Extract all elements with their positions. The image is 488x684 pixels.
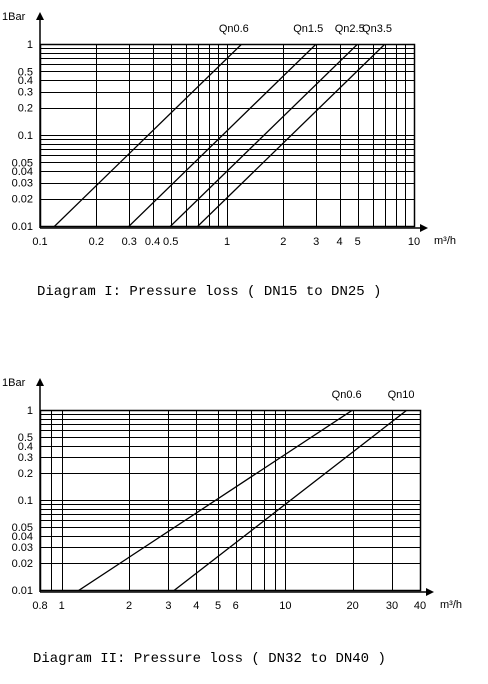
x-tick-label: 1	[224, 236, 230, 248]
y-tick-label: 0.02	[12, 194, 33, 206]
x-tick-label: 5	[355, 236, 361, 248]
chart-1: 1Barm³/h10.50.40.30.20.10.050.040.030.02…	[2, 11, 456, 248]
y-tick-label: 0.1	[18, 130, 33, 142]
y-tick-label: 1	[27, 39, 33, 51]
x-tick-label: 0.2	[89, 236, 104, 248]
x-tick-label: 40	[414, 600, 426, 612]
x-tick-label: 3	[313, 236, 319, 248]
y-tick-label: 0.2	[18, 468, 33, 480]
diagram-2-caption: Diagram II: Pressure loss ( DN32 to DN40…	[33, 651, 386, 667]
x-tick-label: 1	[59, 600, 65, 612]
series-label: Qn10	[388, 389, 415, 401]
y-tick-label: 0.01	[12, 585, 33, 597]
x-tick-label: 10	[408, 236, 420, 248]
grid	[40, 410, 421, 591]
y-tick-label: 0.2	[18, 103, 33, 115]
y-tick-label: 0.03	[12, 178, 33, 190]
y-tick-label: 0.4	[18, 75, 33, 87]
x-tick-label: 20	[347, 600, 359, 612]
x-tick-label: 10	[279, 600, 291, 612]
y-tick-label: 0.5	[18, 66, 33, 78]
x-axis-arrow	[420, 224, 428, 232]
x-axis-unit: m³/h	[440, 599, 462, 611]
x-axis-unit: m³/h	[434, 235, 456, 247]
series-line	[173, 410, 409, 590]
series-label: Qn0.6	[219, 23, 249, 35]
x-tick-label: 0.4	[145, 236, 160, 248]
series-line	[197, 44, 386, 226]
y-tick-label: 0.05	[12, 157, 33, 169]
series-label: Qn2.5	[335, 23, 365, 35]
x-tick-label: 0.8	[32, 600, 47, 612]
series-label: Qn0.6	[332, 389, 362, 401]
x-tick-label: 2	[280, 236, 286, 248]
y-tick-label: 0.5	[18, 432, 33, 444]
series-lines	[53, 44, 386, 226]
y-axis-arrow	[36, 12, 44, 20]
y-tick-label: 0.1	[18, 495, 33, 507]
x-axis-arrow	[426, 588, 434, 596]
x-tick-label: 5	[215, 600, 221, 612]
chart-2: 1Bar m³/h 1 0.50.40.3 0.2 0.1 0.050.040.03 0.02…	[2, 377, 462, 612]
y-axis-arrow	[36, 378, 44, 386]
diagram-1-caption: Diagram I: Pressure loss ( DN15 to DN25 …	[37, 284, 382, 300]
y-tick-label: 0.03	[12, 542, 33, 554]
y-axis-title: 1Bar	[2, 377, 26, 389]
grid	[40, 44, 415, 227]
x-tick-label: 30	[386, 600, 398, 612]
series-line	[169, 44, 359, 226]
x-tick-label: 0.1	[32, 236, 47, 248]
x-tick-label: 4	[337, 236, 343, 248]
y-tick-label: 0.3	[18, 87, 33, 99]
y-tick-label: 0.4	[18, 441, 33, 453]
series-line	[53, 44, 243, 226]
series-lines	[78, 410, 409, 590]
series-label: Qn1.5	[293, 23, 323, 35]
y-tick-label: 1	[27, 405, 33, 417]
y-tick-label: 0.05	[12, 522, 33, 534]
x-tick-label: 4	[193, 600, 199, 612]
x-tick-label: 0.5	[163, 236, 178, 248]
x-tick-label: 2	[126, 600, 132, 612]
y-axis-title: 1Bar	[2, 11, 26, 23]
y-tick-label: 0.01	[12, 221, 33, 233]
series-label: Qn3.5	[362, 23, 392, 35]
series-line	[78, 410, 354, 590]
x-tick-label: 6	[233, 600, 239, 612]
series-line	[128, 44, 318, 226]
y-tick-label: 0.04	[12, 166, 33, 178]
x-tick-label: 0.3	[122, 236, 137, 248]
y-tick-label: 0.3	[18, 452, 33, 464]
y-tick-label: 0.04	[12, 531, 33, 543]
y-tick-label: 0.02	[12, 558, 33, 570]
x-tick-label: 3	[165, 600, 171, 612]
